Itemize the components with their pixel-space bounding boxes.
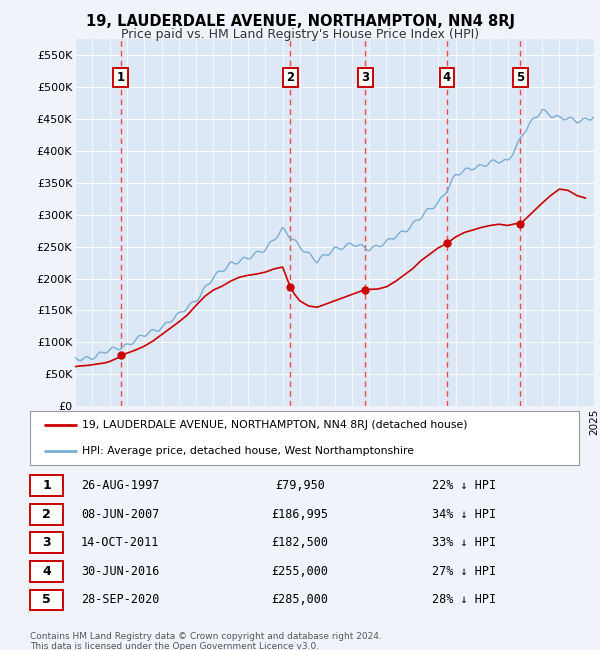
Text: Contains HM Land Registry data © Crown copyright and database right 2024.
This d: Contains HM Land Registry data © Crown c… [30, 632, 382, 650]
Text: 22% ↓ HPI: 22% ↓ HPI [432, 479, 496, 492]
Text: 4: 4 [443, 71, 451, 84]
Text: £182,500: £182,500 [271, 536, 329, 549]
Text: 28% ↓ HPI: 28% ↓ HPI [432, 593, 496, 606]
Text: 08-JUN-2007: 08-JUN-2007 [81, 508, 159, 521]
Text: 28-SEP-2020: 28-SEP-2020 [81, 593, 159, 606]
Text: 2: 2 [42, 508, 51, 521]
Text: 5: 5 [42, 593, 51, 606]
Text: 1: 1 [117, 71, 125, 84]
Text: 3: 3 [42, 536, 51, 549]
Text: 26-AUG-1997: 26-AUG-1997 [81, 479, 159, 492]
Text: 27% ↓ HPI: 27% ↓ HPI [432, 565, 496, 578]
Text: 4: 4 [42, 565, 51, 578]
Text: 1: 1 [42, 479, 51, 492]
Text: 2: 2 [286, 71, 294, 84]
Text: Price paid vs. HM Land Registry's House Price Index (HPI): Price paid vs. HM Land Registry's House … [121, 28, 479, 41]
Text: 19, LAUDERDALE AVENUE, NORTHAMPTON, NN4 8RJ: 19, LAUDERDALE AVENUE, NORTHAMPTON, NN4 … [86, 14, 515, 29]
Text: £79,950: £79,950 [275, 479, 325, 492]
Text: 19, LAUDERDALE AVENUE, NORTHAMPTON, NN4 8RJ (detached house): 19, LAUDERDALE AVENUE, NORTHAMPTON, NN4 … [82, 420, 467, 430]
Text: £186,995: £186,995 [271, 508, 329, 521]
Text: 30-JUN-2016: 30-JUN-2016 [81, 565, 159, 578]
Text: 33% ↓ HPI: 33% ↓ HPI [432, 536, 496, 549]
Text: 14-OCT-2011: 14-OCT-2011 [81, 536, 159, 549]
Text: 34% ↓ HPI: 34% ↓ HPI [432, 508, 496, 521]
Text: 5: 5 [517, 71, 524, 84]
Text: £255,000: £255,000 [271, 565, 329, 578]
Text: £285,000: £285,000 [271, 593, 329, 606]
Text: 3: 3 [361, 71, 370, 84]
Text: HPI: Average price, detached house, West Northamptonshire: HPI: Average price, detached house, West… [82, 447, 414, 456]
